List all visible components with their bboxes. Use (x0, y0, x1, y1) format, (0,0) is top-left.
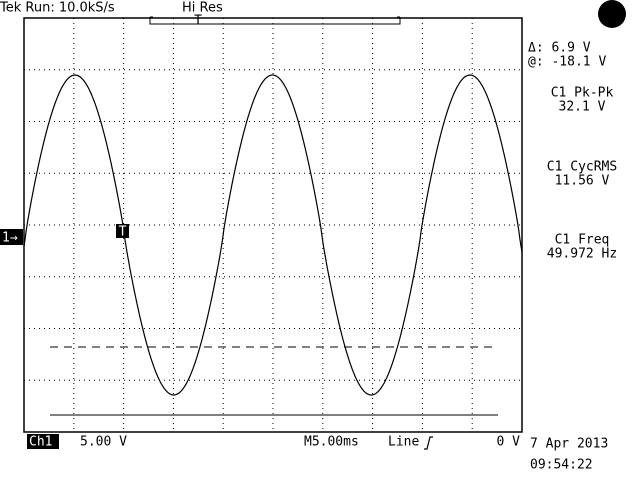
waveform (23, 74, 523, 396)
record-bracket (149, 16, 401, 25)
measure-label: C1 Freq (555, 233, 610, 248)
channel-marker: 1→ (2, 231, 18, 246)
record-trigger: T (194, 14, 202, 29)
status-indicator (598, 0, 626, 28)
measure-label: C1 Pk-Pk (551, 86, 614, 101)
channel: Ch1 (29, 435, 52, 450)
measure-value: 11.56 V (555, 174, 610, 189)
trigger-level: 0 V (497, 435, 521, 450)
graticule (24, 18, 522, 432)
measure-value: 49.972 Hz (547, 247, 617, 262)
acq-mode: Hi Res (182, 1, 223, 16)
date: 7 Apr 2013 (530, 437, 608, 452)
trigger-marker-box (116, 224, 129, 238)
timebase: M5.00ms (304, 435, 359, 450)
cursor-at: @: -18.1 V (528, 55, 606, 70)
graticule-border (23, 17, 523, 433)
trigger-slope (424, 436, 433, 450)
status: Tek Run: 10.0kS/s (0, 1, 115, 16)
trigger-marker: T (119, 225, 127, 240)
volts-per-div: 5.00 V (80, 435, 127, 450)
time: 09:54:22 (530, 458, 593, 473)
cursor-delta: Δ: 6.9 V (528, 41, 591, 56)
channel-box (27, 434, 59, 449)
measure-value: 32.1 V (559, 100, 606, 115)
measure-label: C1 CycRMS (547, 160, 617, 175)
channel-marker-box (0, 229, 23, 245)
trigger-source: Line (388, 435, 419, 450)
